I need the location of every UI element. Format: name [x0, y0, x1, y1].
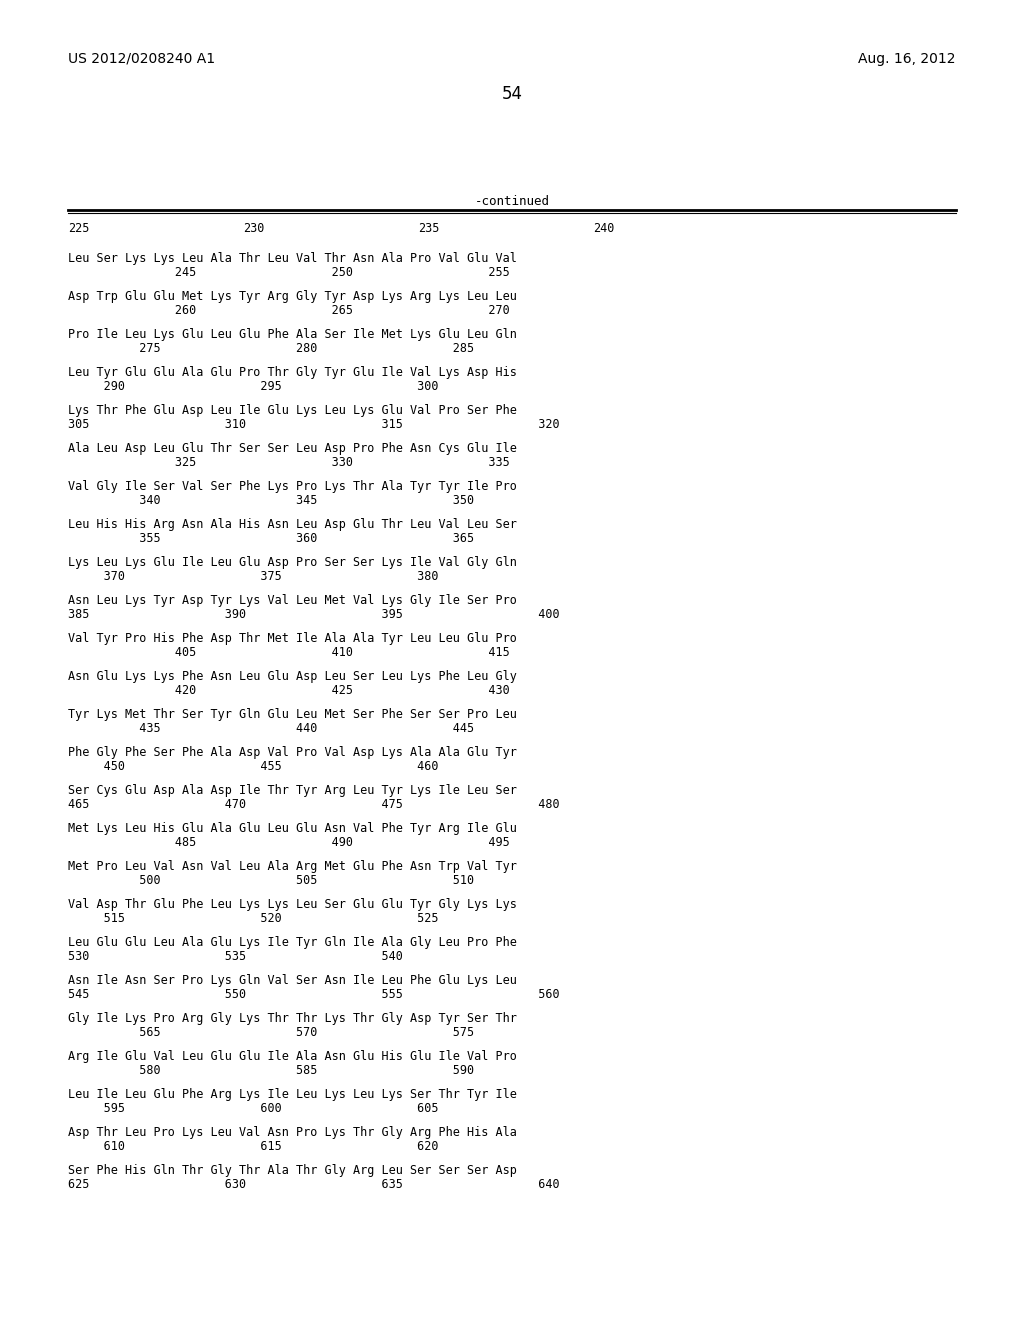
Text: 385                   390                   395                   400: 385 390 395 400 — [68, 609, 560, 620]
Text: Met Lys Leu His Glu Ala Glu Leu Glu Asn Val Phe Tyr Arg Ile Glu: Met Lys Leu His Glu Ala Glu Leu Glu Asn … — [68, 822, 517, 836]
Text: 275                   280                   285: 275 280 285 — [68, 342, 474, 355]
Text: Val Tyr Pro His Phe Asp Thr Met Ile Ala Ala Tyr Leu Leu Glu Pro: Val Tyr Pro His Phe Asp Thr Met Ile Ala … — [68, 632, 517, 645]
Text: 565                   570                   575: 565 570 575 — [68, 1026, 474, 1039]
Text: 500                   505                   510: 500 505 510 — [68, 874, 474, 887]
Text: 485                   490                   495: 485 490 495 — [68, 836, 510, 849]
Text: Leu Tyr Glu Glu Ala Glu Pro Thr Gly Tyr Glu Ile Val Lys Asp His: Leu Tyr Glu Glu Ala Glu Pro Thr Gly Tyr … — [68, 366, 517, 379]
Text: Leu Ser Lys Lys Leu Ala Thr Leu Val Thr Asn Ala Pro Val Glu Val: Leu Ser Lys Lys Leu Ala Thr Leu Val Thr … — [68, 252, 517, 265]
Text: Met Pro Leu Val Asn Val Leu Ala Arg Met Glu Phe Asn Trp Val Tyr: Met Pro Leu Val Asn Val Leu Ala Arg Met … — [68, 861, 517, 873]
Text: Val Gly Ile Ser Val Ser Phe Lys Pro Lys Thr Ala Tyr Tyr Ile Pro: Val Gly Ile Ser Val Ser Phe Lys Pro Lys … — [68, 480, 517, 492]
Text: 625                   630                   635                   640: 625 630 635 640 — [68, 1177, 560, 1191]
Text: 54: 54 — [502, 84, 522, 103]
Text: 405                   410                   415: 405 410 415 — [68, 645, 510, 659]
Text: Asp Thr Leu Pro Lys Leu Val Asn Pro Lys Thr Gly Arg Phe His Ala: Asp Thr Leu Pro Lys Leu Val Asn Pro Lys … — [68, 1126, 517, 1139]
Text: Ser Cys Glu Asp Ala Asp Ile Thr Tyr Arg Leu Tyr Lys Ile Leu Ser: Ser Cys Glu Asp Ala Asp Ile Thr Tyr Arg … — [68, 784, 517, 797]
Text: Val Asp Thr Glu Phe Leu Lys Lys Leu Ser Glu Glu Tyr Gly Lys Lys: Val Asp Thr Glu Phe Leu Lys Lys Leu Ser … — [68, 898, 517, 911]
Text: 240: 240 — [593, 222, 614, 235]
Text: 230: 230 — [243, 222, 264, 235]
Text: Asn Leu Lys Tyr Asp Tyr Lys Val Leu Met Val Lys Gly Ile Ser Pro: Asn Leu Lys Tyr Asp Tyr Lys Val Leu Met … — [68, 594, 517, 607]
Text: Leu Glu Glu Leu Ala Glu Lys Ile Tyr Gln Ile Ala Gly Leu Pro Phe: Leu Glu Glu Leu Ala Glu Lys Ile Tyr Gln … — [68, 936, 517, 949]
Text: 545                   550                   555                   560: 545 550 555 560 — [68, 987, 560, 1001]
Text: 370                   375                   380: 370 375 380 — [68, 570, 438, 583]
Text: 435                   440                   445: 435 440 445 — [68, 722, 474, 735]
Text: Asn Glu Lys Lys Phe Asn Leu Glu Asp Leu Ser Leu Lys Phe Leu Gly: Asn Glu Lys Lys Phe Asn Leu Glu Asp Leu … — [68, 671, 517, 682]
Text: Tyr Lys Met Thr Ser Tyr Gln Glu Leu Met Ser Phe Ser Ser Pro Leu: Tyr Lys Met Thr Ser Tyr Gln Glu Leu Met … — [68, 708, 517, 721]
Text: Ser Phe His Gln Thr Gly Thr Ala Thr Gly Arg Leu Ser Ser Ser Asp: Ser Phe His Gln Thr Gly Thr Ala Thr Gly … — [68, 1164, 517, 1177]
Text: Phe Gly Phe Ser Phe Ala Asp Val Pro Val Asp Lys Ala Ala Glu Tyr: Phe Gly Phe Ser Phe Ala Asp Val Pro Val … — [68, 746, 517, 759]
Text: 225: 225 — [68, 222, 89, 235]
Text: 465                   470                   475                   480: 465 470 475 480 — [68, 799, 560, 810]
Text: 530                   535                   540: 530 535 540 — [68, 950, 402, 964]
Text: Lys Leu Lys Glu Ile Leu Glu Asp Pro Ser Ser Lys Ile Val Gly Gln: Lys Leu Lys Glu Ile Leu Glu Asp Pro Ser … — [68, 556, 517, 569]
Text: 580                   585                   590: 580 585 590 — [68, 1064, 474, 1077]
Text: 235: 235 — [418, 222, 439, 235]
Text: 450                   455                   460: 450 455 460 — [68, 760, 438, 774]
Text: Asp Trp Glu Glu Met Lys Tyr Arg Gly Tyr Asp Lys Arg Lys Leu Leu: Asp Trp Glu Glu Met Lys Tyr Arg Gly Tyr … — [68, 290, 517, 304]
Text: 260                   265                   270: 260 265 270 — [68, 304, 510, 317]
Text: 515                   520                   525: 515 520 525 — [68, 912, 438, 925]
Text: 245                   250                   255: 245 250 255 — [68, 267, 510, 279]
Text: 355                   360                   365: 355 360 365 — [68, 532, 474, 545]
Text: Lys Thr Phe Glu Asp Leu Ile Glu Lys Leu Lys Glu Val Pro Ser Phe: Lys Thr Phe Glu Asp Leu Ile Glu Lys Leu … — [68, 404, 517, 417]
Text: Leu His His Arg Asn Ala His Asn Leu Asp Glu Thr Leu Val Leu Ser: Leu His His Arg Asn Ala His Asn Leu Asp … — [68, 517, 517, 531]
Text: -continued: -continued — [474, 195, 550, 209]
Text: 325                   330                   335: 325 330 335 — [68, 455, 510, 469]
Text: Aug. 16, 2012: Aug. 16, 2012 — [858, 51, 956, 66]
Text: 420                   425                   430: 420 425 430 — [68, 684, 510, 697]
Text: Ala Leu Asp Leu Glu Thr Ser Ser Leu Asp Pro Phe Asn Cys Glu Ile: Ala Leu Asp Leu Glu Thr Ser Ser Leu Asp … — [68, 442, 517, 455]
Text: 305                   310                   315                   320: 305 310 315 320 — [68, 418, 560, 432]
Text: 595                   600                   605: 595 600 605 — [68, 1102, 438, 1115]
Text: Leu Ile Leu Glu Phe Arg Lys Ile Leu Lys Leu Lys Ser Thr Tyr Ile: Leu Ile Leu Glu Phe Arg Lys Ile Leu Lys … — [68, 1088, 517, 1101]
Text: US 2012/0208240 A1: US 2012/0208240 A1 — [68, 51, 215, 66]
Text: Asn Ile Asn Ser Pro Lys Gln Val Ser Asn Ile Leu Phe Glu Lys Leu: Asn Ile Asn Ser Pro Lys Gln Val Ser Asn … — [68, 974, 517, 987]
Text: 610                   615                   620: 610 615 620 — [68, 1140, 438, 1152]
Text: 290                   295                   300: 290 295 300 — [68, 380, 438, 393]
Text: Gly Ile Lys Pro Arg Gly Lys Thr Thr Lys Thr Gly Asp Tyr Ser Thr: Gly Ile Lys Pro Arg Gly Lys Thr Thr Lys … — [68, 1012, 517, 1026]
Text: Arg Ile Glu Val Leu Glu Glu Ile Ala Asn Glu His Glu Ile Val Pro: Arg Ile Glu Val Leu Glu Glu Ile Ala Asn … — [68, 1049, 517, 1063]
Text: Pro Ile Leu Lys Glu Leu Glu Phe Ala Ser Ile Met Lys Glu Leu Gln: Pro Ile Leu Lys Glu Leu Glu Phe Ala Ser … — [68, 327, 517, 341]
Text: 340                   345                   350: 340 345 350 — [68, 494, 474, 507]
